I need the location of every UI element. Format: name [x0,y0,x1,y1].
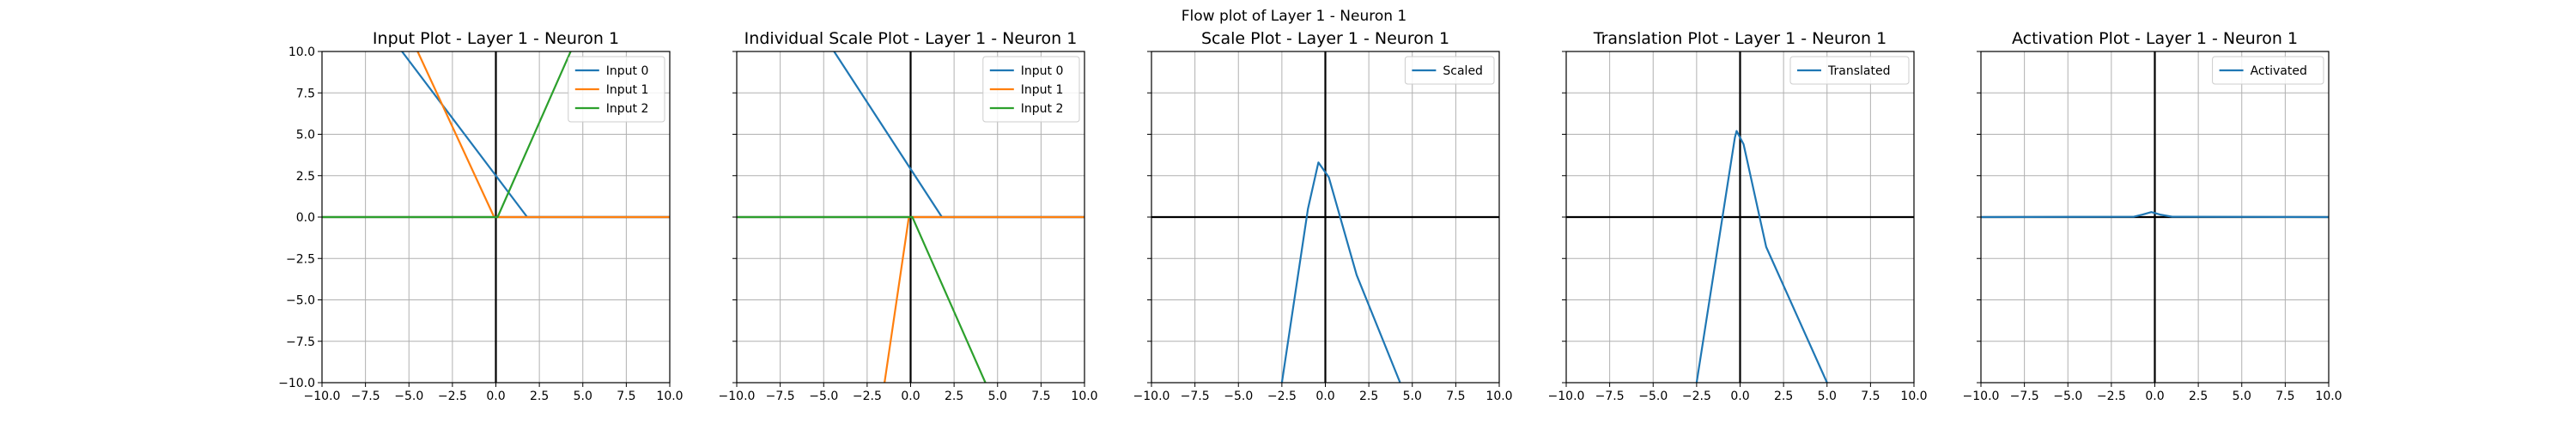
legend: Input 0 Input 1 Input 2 [982,56,1080,123]
x-tick-label: −2.5 [438,390,467,403]
subplot-4: −10.0 −7.5 −5.0 −2.5 0.0 2.5 5.0 7.5 10.0 Transla… [1548,29,1928,403]
legend-label: Input 0 [606,64,649,78]
x-tick-label: −5.0 [2053,390,2082,403]
legend-label: Activated [2251,64,2307,78]
x-tick-label: 2.5 [2189,390,2208,403]
series-line-input-2 [322,51,572,219]
legend-box [2212,56,2324,85]
x-tick-label: 7.5 [1861,390,1880,403]
legend-label: Input 2 [606,102,649,116]
y-tick-label: 10.0 [289,45,315,59]
x-tick-label: −2.5 [1682,390,1711,403]
x-tick-label: −7.5 [2010,390,2039,403]
legend: Input 0 Input 1 Input 2 [568,56,665,123]
x-tick-label: 10.0 [1900,390,1927,403]
x-tick-label: −2.5 [1267,390,1297,403]
x-tick-label: 5.0 [2233,390,2251,403]
x-tick-label: 0.0 [901,390,920,403]
series-line-translated [1695,130,1828,383]
x-tick-label: 5.0 [988,390,1007,403]
x-tick-label: −2.5 [2097,390,2126,403]
x-tick-label: −7.5 [351,390,380,403]
legend-label: Input 0 [1021,64,1064,78]
y-tick-label: 5.0 [296,129,315,142]
subplot-title: Activation Plot - Layer 1 - Neuron 1 [2012,29,2298,48]
x-tick-label: −5.0 [1224,390,1253,403]
subplot-title: Translation Plot - Layer 1 - Neuron 1 [1593,29,1886,48]
subplot-2: −10.0 −7.5 −5.0 −2.5 0.0 2.5 5.0 7.5 10.0 Individ… [719,29,1098,403]
x-tick-label: −2.5 [853,390,882,403]
legend-box [982,56,1080,123]
x-tick-label: −5.0 [394,390,423,403]
subplot-title: Individual Scale Plot - Layer 1 - Neuron… [744,29,1078,48]
x-tick-label: −7.5 [766,390,795,403]
legend: Scaled [1404,56,1495,85]
x-tick-label: 2.5 [1359,390,1378,403]
x-tick-label: 2.5 [1774,390,1793,403]
series-line-input-1 [416,51,670,219]
x-tick-label: −10.0 [304,390,341,403]
y-tick-label: 0.0 [296,211,315,225]
y-tick-label: −10.0 [278,377,315,390]
x-tick-label: 0.0 [2145,390,2164,403]
series-group [1981,211,2329,219]
subplot-5: −10.0 −7.5 −5.0 −2.5 0.0 2.5 5.0 7.5 10.0 Activat… [1963,29,2342,403]
x-tick-label: 10.0 [1485,390,1512,403]
x-tick-label: 10.0 [1071,390,1097,403]
series-group [1280,161,1401,383]
x-tick-label: 2.5 [945,390,963,403]
x-tick-label: 0.0 [1315,390,1334,403]
x-tick-label: −10.0 [1133,390,1170,403]
legend: Translated [1789,56,1910,85]
legend-box [1404,56,1495,85]
legend: Activated [2212,56,2324,85]
legend-box [568,56,665,123]
subplots-container: −10.0 −7.5 −5.0 −2.5 0.0 2.5 5.0 7.5 10.0 −10.0 −7… [278,29,2342,403]
y-tick-label: −2.5 [286,252,315,266]
x-tick-label: 10.0 [656,390,683,403]
subplot-title: Scale Plot - Layer 1 - Neuron 1 [1201,29,1449,48]
y-tick-label: 7.5 [296,87,315,100]
x-tick-label: −10.0 [719,390,756,403]
series-group [737,51,1084,383]
legend-label: Input 1 [1021,83,1064,97]
x-tick-label: −5.0 [1638,390,1668,403]
x-tick-label: −5.0 [809,390,838,403]
legend-label: Translated [1827,64,1890,78]
x-tick-label: 7.5 [2275,390,2294,403]
x-tick-label: 2.5 [530,390,549,403]
x-tick-label: 7.5 [617,390,635,403]
x-tick-label: 0.0 [486,390,505,403]
legend-label: Input 1 [606,83,649,97]
x-tick-label: 7.5 [1031,390,1050,403]
subplot-title: Input Plot - Layer 1 - Neuron 1 [373,29,619,48]
x-tick-label: −10.0 [1963,390,2000,403]
x-tick-label: −7.5 [1181,390,1210,403]
series-line-input-2 [737,215,987,383]
y-tick-label: −7.5 [286,335,315,349]
series-line-activated [1981,211,2329,219]
series-group [1695,130,1828,383]
y-tick-label: 2.5 [296,170,315,184]
y-tick-label: −5.0 [286,294,315,308]
legend-box [1789,56,1910,85]
x-tick-label: 5.0 [1403,390,1422,403]
subplot-1: −10.0 −7.5 −5.0 −2.5 0.0 2.5 5.0 7.5 10.0 −10.0 −7… [278,29,683,403]
subplot-3: −10.0 −7.5 −5.0 −2.5 0.0 2.5 5.0 7.5 10.0 Scale P… [1133,29,1513,403]
x-tick-label: −10.0 [1548,390,1585,403]
legend-label: Input 2 [1021,102,1064,116]
x-tick-label: 10.0 [2315,390,2342,403]
x-tick-label: −7.5 [1595,390,1625,403]
x-tick-label: 5.0 [1818,390,1837,403]
x-tick-label: 7.5 [1446,390,1465,403]
x-tick-label: 5.0 [574,390,592,403]
series-group [322,51,670,219]
x-tick-label: 0.0 [1730,390,1749,403]
figure-suptitle: Flow plot of Layer 1 - Neuron 1 [1182,8,1407,25]
series-line-scaled [1280,161,1401,383]
legend-label: Scaled [1443,64,1483,78]
